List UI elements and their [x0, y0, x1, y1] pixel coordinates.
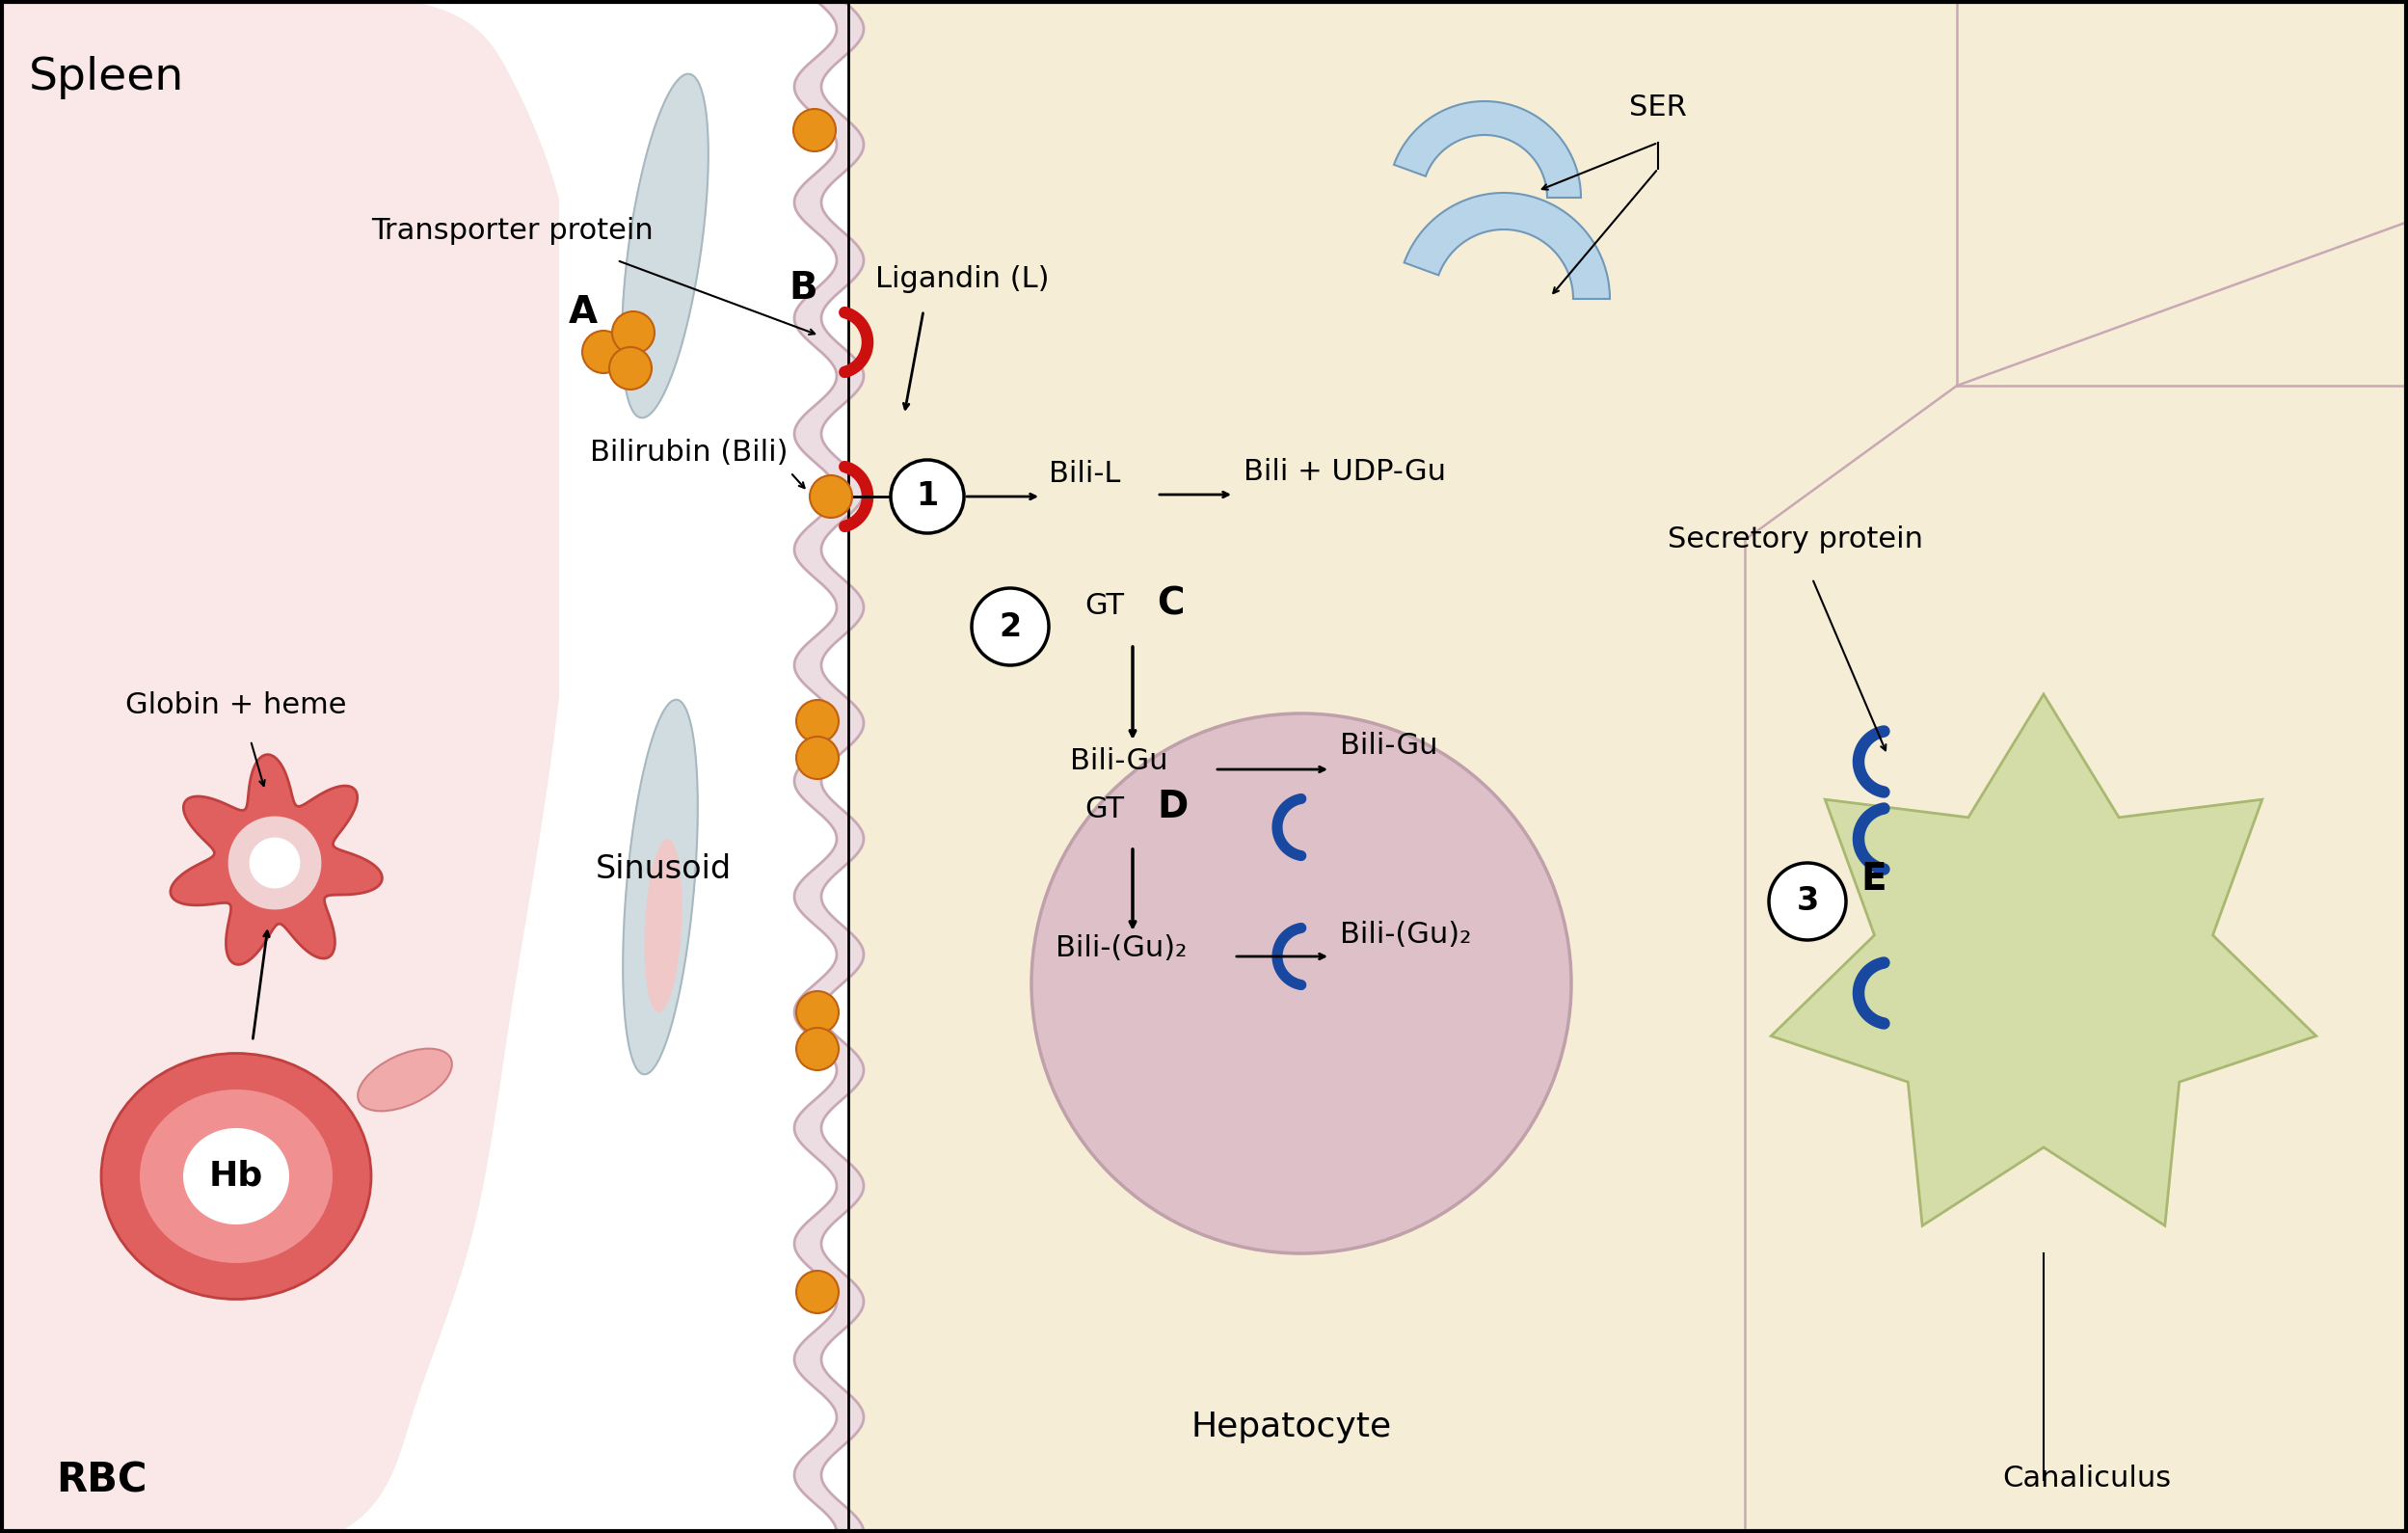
Circle shape: [797, 1027, 838, 1070]
Text: Bili + UDP-Gu: Bili + UDP-Gu: [1243, 458, 1445, 486]
Text: 3: 3: [1796, 886, 1818, 917]
Circle shape: [809, 475, 852, 518]
Polygon shape: [171, 754, 383, 964]
Circle shape: [792, 109, 836, 152]
Text: A: A: [568, 294, 597, 331]
Text: Transporter protein: Transporter protein: [371, 218, 653, 245]
Text: E: E: [1861, 862, 1885, 898]
Text: 1: 1: [915, 481, 939, 512]
Text: Canaliculus: Canaliculus: [2003, 1464, 2172, 1493]
Polygon shape: [1404, 193, 1611, 299]
Text: GT: GT: [1084, 796, 1125, 823]
Text: C: C: [1156, 586, 1185, 622]
Text: Bili-L: Bili-L: [1050, 460, 1120, 487]
Text: SER: SER: [1630, 94, 1688, 121]
Circle shape: [891, 460, 963, 533]
Text: D: D: [1156, 788, 1187, 825]
Text: Spleen: Spleen: [29, 55, 185, 100]
Polygon shape: [621, 74, 708, 419]
Text: Bili-(Gu)₂: Bili-(Gu)₂: [1055, 934, 1187, 963]
Circle shape: [797, 1271, 838, 1314]
Text: Ligandin (L): Ligandin (L): [874, 265, 1050, 293]
Text: Hb: Hb: [209, 1160, 262, 1193]
Circle shape: [797, 701, 838, 742]
Polygon shape: [1394, 101, 1582, 198]
Polygon shape: [624, 699, 698, 1075]
Ellipse shape: [1031, 713, 1572, 1254]
Bar: [559, 0, 852, 1533]
Text: 2: 2: [999, 610, 1021, 642]
Circle shape: [973, 589, 1050, 665]
Text: Hepatocyte: Hepatocyte: [1192, 1410, 1392, 1444]
Text: Sinusoid: Sinusoid: [595, 854, 732, 885]
Polygon shape: [229, 816, 320, 909]
Text: Bilirubin (Bili): Bilirubin (Bili): [590, 438, 787, 466]
Circle shape: [609, 346, 653, 389]
Circle shape: [612, 311, 655, 354]
Ellipse shape: [359, 1049, 453, 1111]
Text: RBC: RBC: [55, 1461, 147, 1501]
Text: Bili-Gu: Bili-Gu: [1069, 747, 1168, 776]
Text: GT: GT: [1084, 592, 1125, 619]
Circle shape: [797, 737, 838, 779]
Ellipse shape: [645, 839, 681, 1012]
Text: B: B: [787, 270, 816, 307]
Text: Secretory protein: Secretory protein: [1669, 526, 1924, 553]
Polygon shape: [0, 0, 580, 1533]
Ellipse shape: [101, 1053, 371, 1298]
Polygon shape: [1770, 694, 2316, 1226]
Ellipse shape: [140, 1090, 332, 1263]
Polygon shape: [848, 0, 2408, 1533]
Text: Globin + heme: Globin + heme: [125, 691, 347, 719]
Polygon shape: [250, 837, 301, 888]
Text: Bili-(Gu)₂: Bili-(Gu)₂: [1339, 921, 1471, 949]
Circle shape: [1770, 863, 1847, 940]
Circle shape: [797, 992, 838, 1033]
Circle shape: [583, 331, 624, 373]
Ellipse shape: [183, 1128, 289, 1225]
Text: Bili-Gu: Bili-Gu: [1339, 731, 1438, 760]
